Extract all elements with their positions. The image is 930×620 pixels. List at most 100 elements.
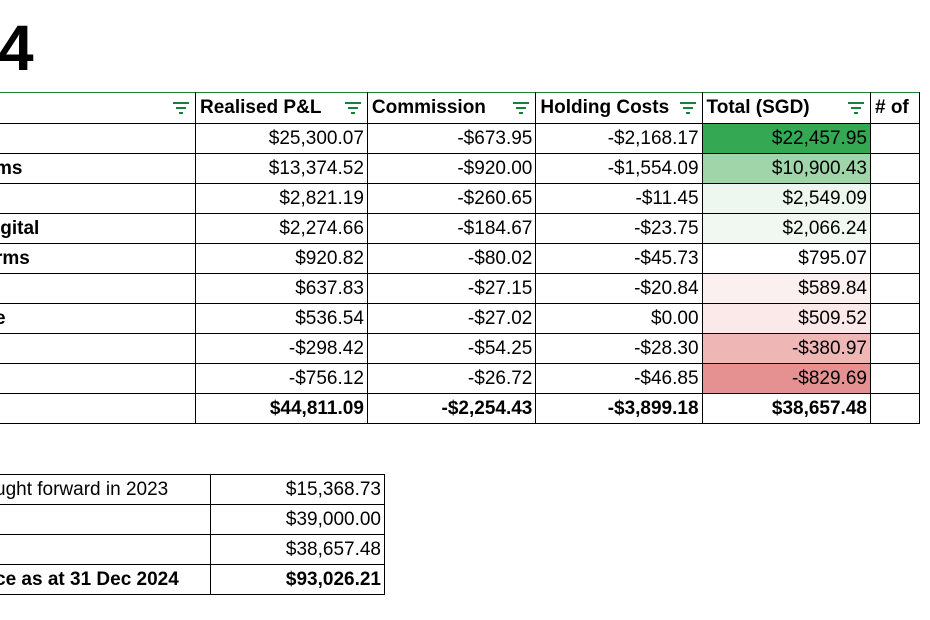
holding-cell[interactable]: -$23.75 <box>535 213 703 244</box>
commission-cell[interactable]: -$673.95 <box>366 123 537 154</box>
column-header-label: Commission <box>371 97 486 118</box>
pnl-cell[interactable]: $637.83 <box>195 273 368 304</box>
column-header-5[interactable]: # of <box>869 92 921 124</box>
table-row: $637.83 -$27.15 -$20.84 $589.84 <box>0 273 921 304</box>
summary-value-cell[interactable]: $38,657.48 <box>210 534 385 565</box>
total-cell[interactable]: -$380.97 <box>701 333 871 364</box>
column-header-1[interactable]: Realised P&L <box>195 92 368 124</box>
count-cell[interactable] <box>869 303 921 334</box>
name-cell[interactable] <box>0 183 196 214</box>
name-cell[interactable] <box>0 363 196 394</box>
filter-icon[interactable] <box>173 102 189 114</box>
total-pnl-cell[interactable]: $44,811.09 <box>195 393 368 424</box>
pnl-cell[interactable]: $920.82 <box>195 243 368 274</box>
total-name-cell[interactable] <box>0 393 196 424</box>
total-cell[interactable]: $10,900.43 <box>701 153 871 184</box>
name-cell[interactable]: e <box>0 303 196 334</box>
count-cell[interactable] <box>869 183 921 214</box>
column-header-label: Total (SGD) <box>706 97 810 118</box>
summary-row: $39,000.00 <box>0 504 385 535</box>
table-row: rms$920.82-$80.02-$45.73$795.07 <box>0 243 921 274</box>
summary-value-cell[interactable]: $93,026.21 <box>210 564 385 595</box>
name-cell[interactable] <box>0 333 196 364</box>
name-cell[interactable] <box>0 123 196 154</box>
count-cell[interactable] <box>869 213 921 244</box>
total-cell[interactable]: $509.52 <box>701 303 871 334</box>
commission-cell[interactable]: -$27.02 <box>366 303 537 334</box>
column-header-4[interactable]: Total (SGD) <box>701 92 871 124</box>
holding-cell[interactable]: -$20.84 <box>535 273 703 304</box>
summary-label-cell[interactable]: ce as at 31 Dec 2024 <box>0 564 211 595</box>
filter-icon[interactable] <box>847 102 864 114</box>
commission-cell[interactable]: -$26.72 <box>366 363 537 394</box>
holding-cell[interactable]: -$46.85 <box>535 363 703 394</box>
commission-cell[interactable]: -$184.67 <box>366 213 537 244</box>
totals-row: $44,811.09 -$2,254.43 -$3,899.18 $38,657.48 <box>0 393 921 424</box>
count-cell[interactable] <box>869 243 921 274</box>
name-cell[interactable]: ms <box>0 153 196 184</box>
table-row: ms$13,374.52-$920.00-$1,554.09$10,900.43 <box>0 153 921 184</box>
holding-cell[interactable]: -$1,554.09 <box>535 153 703 184</box>
pnl-cell[interactable]: $13,374.52 <box>195 153 368 184</box>
table-row: -$756.12 -$26.72 -$46.85 -$829.69 <box>0 363 921 394</box>
filter-icon[interactable] <box>344 102 361 114</box>
header-row: Realised P&L Commission Holding Costs Total… <box>0 92 921 124</box>
column-header-label: Holding Costs <box>540 97 670 118</box>
filter-icon[interactable] <box>513 102 530 114</box>
count-cell[interactable] <box>869 153 921 184</box>
summary-table: ught forward in 2023 $15,368.73 $39,000.00… <box>0 474 385 595</box>
table-row: e$536.54-$27.02$0.00$509.52 <box>0 303 921 334</box>
holding-cell[interactable]: -$28.30 <box>535 333 703 364</box>
pnl-cell[interactable]: -$756.12 <box>195 363 368 394</box>
column-header-label: # of <box>874 97 909 118</box>
table-row: $2,821.19 -$260.65 -$11.45 $2,549.09 <box>0 183 921 214</box>
column-header-0[interactable] <box>0 92 196 124</box>
total-cell[interactable]: $2,549.09 <box>701 183 871 214</box>
summary-label-cell[interactable] <box>0 504 211 535</box>
commission-cell[interactable]: -$920.00 <box>366 153 537 184</box>
pnl-cell[interactable]: $536.54 <box>195 303 368 334</box>
holding-cell[interactable]: -$2,168.17 <box>535 123 703 154</box>
holding-cell[interactable]: -$45.73 <box>535 243 703 274</box>
filter-icon[interactable] <box>679 102 696 114</box>
name-cell[interactable]: igital <box>0 213 196 244</box>
commission-cell[interactable]: -$260.65 <box>366 183 537 214</box>
total-count-cell[interactable] <box>869 393 921 424</box>
commission-cell[interactable]: -$80.02 <box>366 243 537 274</box>
summary-row: ce as at 31 Dec 2024 $93,026.21 <box>0 564 385 595</box>
column-header-3[interactable]: Holding Costs <box>535 92 703 124</box>
pnl-cell[interactable]: $2,274.66 <box>195 213 368 244</box>
total-cell[interactable]: $795.07 <box>701 243 871 274</box>
holding-cell[interactable]: -$11.45 <box>535 183 703 214</box>
total-cell[interactable]: -$829.69 <box>701 363 871 394</box>
summary-value-cell[interactable]: $39,000.00 <box>210 504 385 535</box>
name-cell[interactable]: rms <box>0 243 196 274</box>
pnl-cell[interactable]: -$298.42 <box>195 333 368 364</box>
summary-value-cell[interactable]: $15,368.73 <box>210 474 385 505</box>
table-row: $25,300.07 -$673.95 -$2,168.17 $22,457.95 <box>0 123 921 154</box>
total-holding-cell[interactable]: -$3,899.18 <box>535 393 703 424</box>
total-cell[interactable]: $22,457.95 <box>701 123 871 154</box>
commission-cell[interactable]: -$54.25 <box>366 333 537 364</box>
count-cell[interactable] <box>869 273 921 304</box>
pnl-table: Realised P&L Commission Holding Costs Total… <box>0 92 921 424</box>
holding-cell[interactable]: $0.00 <box>535 303 703 334</box>
count-cell[interactable] <box>869 363 921 394</box>
total-commission-cell[interactable]: -$2,254.43 <box>366 393 537 424</box>
column-header-label: Realised P&L <box>200 97 322 118</box>
summary-label-cell[interactable] <box>0 534 211 565</box>
total-cell[interactable]: $589.84 <box>701 273 871 304</box>
table-row: igital$2,274.66-$184.67-$23.75$2,066.24 <box>0 213 921 244</box>
count-cell[interactable] <box>869 333 921 364</box>
count-cell[interactable] <box>869 123 921 154</box>
total-total-cell[interactable]: $38,657.48 <box>701 393 871 424</box>
pnl-cell[interactable]: $2,821.19 <box>195 183 368 214</box>
summary-row: ught forward in 2023 $15,368.73 <box>0 474 385 505</box>
table-row: -$298.42 -$54.25 -$28.30 -$380.97 <box>0 333 921 364</box>
commission-cell[interactable]: -$27.15 <box>366 273 537 304</box>
summary-label-cell[interactable]: ught forward in 2023 <box>0 474 211 505</box>
pnl-cell[interactable]: $25,300.07 <box>195 123 368 154</box>
column-header-2[interactable]: Commission <box>366 92 537 124</box>
total-cell[interactable]: $2,066.24 <box>701 213 871 244</box>
name-cell[interactable] <box>0 273 196 304</box>
